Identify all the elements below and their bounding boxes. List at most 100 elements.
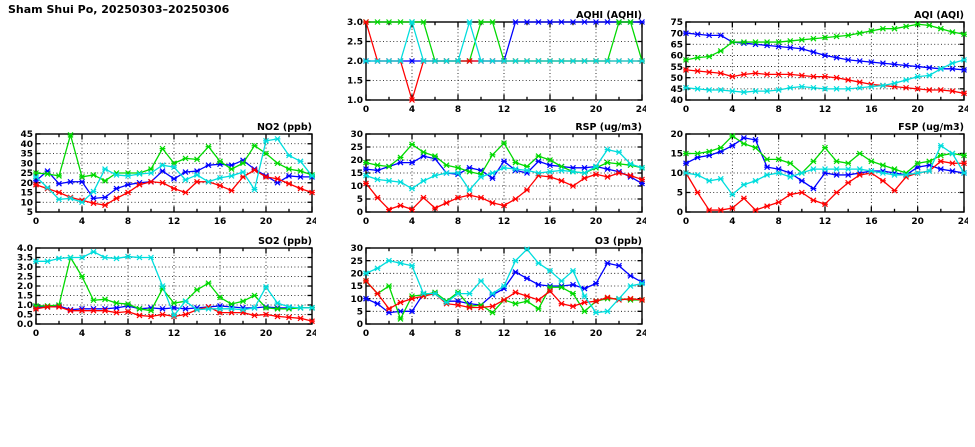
data-point-marker [949, 65, 956, 72]
x-tick-label: 0 [683, 105, 689, 115]
data-point-marker [845, 77, 852, 83]
data-point-marker [868, 59, 875, 66]
data-point-marker [558, 284, 565, 291]
data-point-marker [67, 132, 74, 138]
x-tick-label: 24 [636, 217, 646, 227]
data-point-marker [717, 175, 724, 182]
data-point-marker [868, 83, 875, 90]
data-point-marker [868, 158, 875, 165]
data-point-marker [639, 58, 645, 64]
y-tick-label: 25 [20, 169, 33, 179]
data-point-marker [627, 19, 634, 25]
data-point-marker [717, 70, 724, 77]
data-point-marker [409, 19, 415, 25]
data-point-marker [363, 278, 369, 284]
data-point-marker [845, 166, 852, 173]
x-tick-label: 16 [865, 217, 878, 227]
data-point-marker [926, 64, 933, 71]
data-point-marker [443, 58, 450, 64]
data-point-marker [903, 62, 910, 69]
data-point-marker [251, 167, 258, 173]
data-point-marker [879, 177, 886, 184]
data-point-marker [627, 58, 634, 64]
data-point-marker [903, 23, 910, 30]
data-point-marker [297, 315, 304, 322]
data-point-marker [44, 258, 51, 265]
data-point-marker [903, 172, 910, 178]
data-point-marker [286, 314, 292, 321]
y-tick-label: 60 [670, 52, 683, 62]
data-point-marker [810, 158, 817, 165]
data-point-marker [67, 307, 74, 314]
data-point-marker [194, 306, 200, 313]
data-point-marker [363, 166, 369, 173]
data-point-marker [740, 140, 747, 147]
data-point-marker [604, 173, 611, 180]
data-point-marker [752, 177, 759, 184]
data-point-marker [205, 280, 212, 287]
x-tick-label: 24 [958, 105, 968, 115]
y-tick-label: 3.5 [17, 254, 33, 264]
data-point-marker [787, 44, 794, 51]
data-point-marker [44, 303, 51, 310]
y-tick-label: 2.5 [347, 38, 363, 48]
data-point-marker [949, 150, 956, 157]
data-point-marker [159, 162, 166, 169]
data-point-marker [263, 311, 269, 318]
data-point-marker [593, 309, 599, 316]
data-point-marker [879, 82, 886, 89]
y-tick-label: 50 [670, 74, 683, 84]
data-point-marker [879, 25, 886, 32]
chart-title-so2: SO2 (ppb) [258, 236, 312, 247]
data-point-marker [694, 172, 701, 178]
data-point-marker [694, 68, 701, 74]
data-point-marker [914, 73, 921, 80]
y-tick-label: 40 [20, 140, 33, 150]
data-point-marker [833, 74, 840, 81]
data-point-marker [856, 30, 863, 37]
data-point-marker [558, 177, 565, 184]
y-tick-label: 10 [350, 295, 363, 305]
series-red-o3 [363, 278, 645, 312]
data-point-marker [386, 283, 392, 289]
data-point-marker [363, 180, 369, 187]
data-point-marker [478, 194, 484, 201]
data-point-marker [217, 174, 223, 181]
data-point-marker [604, 159, 611, 166]
data-point-marker [374, 162, 381, 169]
data-point-marker [466, 58, 473, 64]
data-point-marker [501, 164, 507, 171]
data-point-marker [148, 254, 154, 261]
data-point-marker [740, 181, 747, 188]
data-point-marker [113, 309, 120, 316]
data-point-marker [524, 246, 530, 253]
data-point-marker [309, 318, 315, 325]
data-point-marker [363, 159, 369, 166]
data-point-marker [879, 60, 886, 67]
data-point-marker [205, 162, 212, 169]
x-tick-label: 24 [306, 217, 316, 227]
data-point-marker [397, 58, 404, 64]
data-point-marker [856, 150, 863, 157]
data-point-marker [524, 298, 530, 305]
data-point-marker [251, 292, 258, 299]
data-point-marker [79, 178, 85, 185]
chart-panel-fsp: FSP (ug/m3) 0 5 10 15 20 0 4 8 12 16 20 24 [656, 120, 968, 232]
page-title: Sham Shui Po, 20250303–20250306 [8, 3, 230, 16]
data-point-marker [251, 142, 258, 149]
data-point-marker [717, 48, 724, 54]
data-point-marker [478, 173, 484, 180]
data-point-marker [856, 58, 863, 64]
data-point-marker [90, 248, 97, 255]
data-point-marker [810, 35, 817, 42]
x-tick-label: 4 [79, 329, 85, 339]
data-point-marker [33, 181, 39, 188]
data-point-marker [297, 168, 304, 174]
data-point-marker [822, 52, 828, 59]
data-point-marker [535, 58, 542, 64]
x-tick-label: 12 [168, 329, 181, 339]
data-point-marker [386, 177, 392, 184]
data-point-marker [937, 142, 944, 149]
data-point-marker [729, 39, 736, 45]
data-point-marker [740, 71, 747, 78]
